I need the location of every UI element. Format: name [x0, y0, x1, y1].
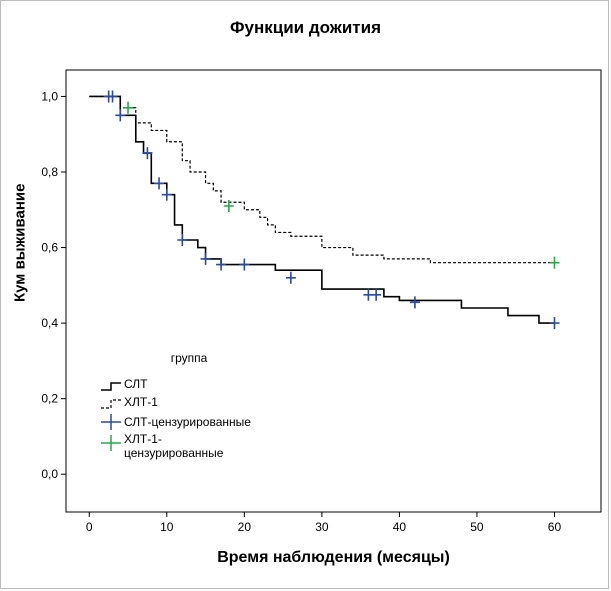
x-tick-label: 30	[315, 520, 329, 534]
censor-mark-slt	[409, 296, 420, 309]
x-tick: 40	[393, 512, 407, 534]
legend-swatch-hlt1	[101, 399, 121, 409]
x-tick-label: 60	[548, 520, 562, 534]
censor-mark-hlt-1	[549, 256, 560, 269]
x-tick: 0	[86, 512, 93, 534]
legend-box	[98, 337, 288, 491]
legend-swatch-slt	[101, 382, 121, 391]
legend-marker-slt-censored	[101, 414, 121, 430]
censor-mark-slt	[154, 177, 165, 190]
censor-mark-slt	[549, 317, 560, 330]
x-tick: 60	[548, 512, 562, 534]
y-tick: 0,8	[41, 165, 66, 179]
y-tick-label: 0,2	[41, 392, 58, 406]
censor-mark-slt	[161, 188, 172, 201]
legend-marker-hlt1-censored	[101, 435, 121, 451]
series-layer	[89, 90, 560, 330]
censor-mark-slt	[285, 271, 296, 284]
y-tick: 0,6	[41, 241, 66, 255]
legend-item-hlt1-censored: ХЛТ-1-цензурированные	[101, 432, 224, 460]
censor-mark-slt	[107, 90, 118, 103]
censor-mark-slt	[239, 258, 250, 271]
y-tick-label: 0,0	[41, 467, 58, 481]
x-axis-label: Время наблюдения (месяцы)	[217, 549, 450, 566]
y-tick-label: 0,6	[41, 241, 58, 255]
legend-title: группа	[171, 351, 208, 365]
legend-label-slt-censored: СЛТ-цензурированные	[124, 415, 251, 429]
y-tick-label: 1,0	[41, 89, 58, 103]
chart-title: Функции дожития	[230, 18, 381, 37]
y-tick-label: 0,4	[41, 316, 58, 330]
y-tick: 1,0	[41, 89, 66, 103]
censor-mark-slt	[177, 234, 188, 246]
x-tick-label: 20	[238, 520, 252, 534]
legend: группа СЛТ ХЛТ-1 СЛТ-цензурированные ХЛТ…	[98, 337, 288, 491]
x-tick-label: 0	[86, 520, 93, 534]
legend-label-line: цензурированные	[124, 446, 224, 460]
x-tick-label: 40	[393, 520, 407, 534]
x-axis-ticks: 0 10 20 30 40 50 60	[86, 512, 562, 534]
legend-label-line: ХЛТ-1-	[124, 432, 162, 446]
legend-label-hlt1-censored: ХЛТ-1-цензурированные	[124, 432, 224, 460]
x-tick-label: 10	[160, 520, 174, 534]
censor-mark-slt	[200, 252, 211, 265]
censor-mark-slt	[142, 147, 153, 160]
censor-mark-slt	[371, 288, 382, 301]
censor-mark-hlt-1	[123, 101, 134, 114]
x-tick: 50	[470, 512, 484, 534]
y-tick: 0,2	[41, 392, 66, 406]
legend-label-hlt1: ХЛТ-1	[124, 395, 158, 409]
censor-mark-slt	[216, 258, 227, 271]
censor-mark-hlt-1	[223, 200, 234, 212]
x-tick: 30	[315, 512, 329, 534]
y-tick-label: 0,8	[41, 165, 58, 179]
y-tick: 0,4	[41, 316, 66, 330]
legend-item-slt: СЛТ	[101, 377, 148, 391]
x-tick: 10	[160, 512, 174, 534]
legend-item-hlt1: ХЛТ-1	[101, 395, 158, 409]
x-tick-label: 50	[470, 520, 484, 534]
y-axis-ticks: 0,0 0,2 0,4 0,6 0,8 1,0	[41, 89, 66, 481]
y-tick: 0,0	[41, 467, 66, 481]
x-tick: 20	[238, 512, 252, 534]
censor-mark-slt	[115, 109, 126, 122]
legend-label-slt: СЛТ	[124, 377, 148, 391]
legend-item-slt-censored: СЛТ-цензурированные	[101, 414, 251, 430]
